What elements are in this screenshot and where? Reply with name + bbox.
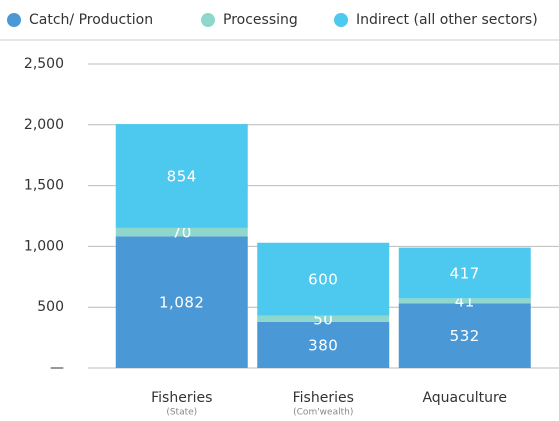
legend-label: Processing (223, 12, 298, 28)
x-tick-label: Fisheries (151, 390, 212, 406)
legend-marker (334, 13, 348, 27)
value-label: 854 (167, 167, 197, 185)
y-tick-label: 1,500 (24, 178, 64, 194)
bar-segment (257, 315, 390, 322)
legend-label: Indirect (all other sectors) (356, 12, 538, 28)
bar-segment (257, 242, 390, 316)
y-tick-label: 500 (37, 299, 64, 315)
y-tick-label: — (50, 360, 64, 376)
bar-segment (398, 303, 531, 368)
x-tick-label: Fisheries (293, 390, 354, 406)
x-tick-sublabel: (Com'wealth) (293, 408, 353, 418)
x-tick-label: Aquaculture (422, 390, 507, 406)
value-label: 1,082 (159, 294, 204, 312)
bar-segment (115, 227, 248, 237)
legend-marker (7, 13, 21, 27)
value-label: 417 (450, 264, 480, 282)
bar-segment (115, 124, 248, 228)
bar-segment (257, 321, 390, 368)
bar-segment (398, 247, 531, 299)
bar-segment (115, 236, 248, 368)
bar-segment (398, 298, 531, 304)
y-tick-label: 1,000 (24, 238, 64, 254)
legend-label: Catch/ Production (29, 12, 153, 28)
value-label: 600 (308, 271, 338, 289)
x-tick-sublabel: (State) (166, 408, 197, 418)
value-label: 532 (450, 327, 480, 345)
value-label: 380 (308, 336, 338, 354)
legend-marker (201, 13, 215, 27)
y-tick-label: 2,000 (24, 117, 64, 133)
value-label: 70 (172, 224, 192, 242)
y-tick-label: 2,500 (24, 56, 64, 72)
